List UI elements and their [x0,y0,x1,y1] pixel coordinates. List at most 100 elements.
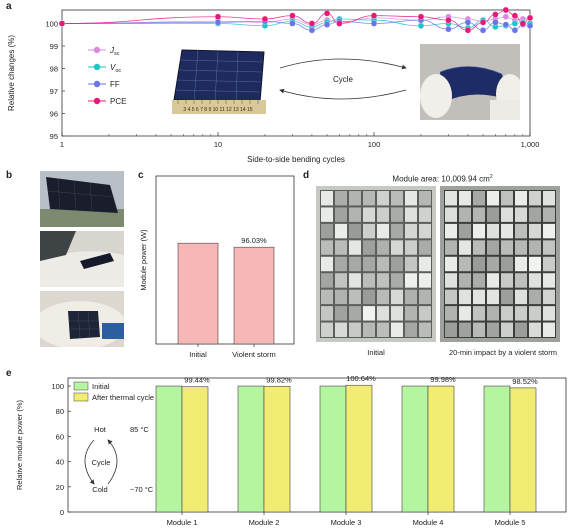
e-bar-initial [319,385,347,513]
solar-cell-photo: 3 4 5 6 7 8 9 10 11 12 13 14 15 [168,46,268,118]
panel-letter-c: c [138,170,144,181]
a-point-pce [308,20,316,27]
el-cell [363,191,375,206]
e-ytick-label: 40 [56,458,64,467]
el-cell [405,207,417,222]
e-bar-initial [237,385,265,513]
el-cell [473,256,485,272]
e-data-label: 99.82% [266,375,292,384]
a-ytick-label: 97 [50,87,58,96]
el-cell [363,223,375,239]
el-cell [445,207,457,222]
el-cell [349,240,361,255]
a-point-pce [479,19,487,26]
el-cell [543,256,555,272]
el-cell [473,191,485,206]
el-cell [515,240,527,255]
el-cell [405,223,417,239]
el-cell [473,207,485,222]
el-image-after-storm [440,186,560,342]
el-cell [405,191,417,206]
el-cell [405,306,417,321]
a-legend-label-ff: FF [110,80,120,89]
el-cell [515,322,527,337]
el-cell [335,322,347,337]
el-cell [419,289,431,305]
el-cell [543,289,555,305]
el-cell [515,223,527,239]
a-point-ff [214,19,222,26]
el-cell [349,223,361,239]
el-cell [445,256,457,272]
el-cell [473,289,485,305]
a-ytick-label: 98 [50,65,58,74]
el-cell [459,207,471,222]
el-cell [405,322,417,337]
a-point-pce [511,12,519,19]
el-cell [349,306,361,321]
el-cell [377,322,389,337]
el-cell [445,191,457,206]
el-cell [501,223,513,239]
e-xtick-label: Module 5 [495,518,526,527]
el-cell [501,207,513,222]
el-cell [445,223,457,239]
el-cell [335,273,347,288]
el-cell [377,306,389,321]
el-cell [321,207,333,222]
el-cell [391,289,403,305]
el-image-initial [316,186,436,342]
cycle-arrows: Cycle [279,58,407,100]
ruler-marking: 3 4 5 6 7 8 9 10 11 12 13 14 15 [183,107,252,113]
e-bar-after [345,384,373,513]
e-bar-after [263,385,291,513]
el-cell [321,273,333,288]
el-cell [543,191,555,206]
panel-letter-e: e [6,368,12,379]
el-cell [419,207,431,222]
thermal-cycle-diagram: Hot 85 °C Cycle Cold −70 °C [84,425,154,494]
el-cell [377,289,389,305]
e-bar-after [427,385,455,513]
el-cell [391,223,403,239]
el-cell [391,306,403,321]
a-point-pce [58,20,66,27]
a-ytick-label: 100 [45,20,58,29]
a-point-ff [308,27,316,34]
el-cell [459,289,471,305]
e-ytick-label: 80 [56,407,64,416]
el-cell [363,240,375,255]
e-bar-initial [401,385,429,513]
a-point-ff [502,21,509,28]
el-cell [501,256,513,272]
panel-letter-a: a [6,1,12,12]
e-bar-after [509,387,537,513]
el-cell [335,207,347,222]
a-point-ff [492,19,499,26]
el-cell [377,207,389,222]
c-bar-0 [177,242,219,345]
el-cell [363,322,375,337]
el-cell [349,273,361,288]
el-cell [321,289,333,305]
el-cell [487,240,499,255]
el-cell [487,322,499,337]
a-legend-label-v: Voc [110,63,121,74]
el-cell [335,223,347,239]
a-legend-marker-ff [93,80,101,88]
el-cell [543,223,555,239]
cycle-hot-temp: 85 °C [130,425,149,434]
el-cell [501,240,513,255]
el-cell [543,322,555,337]
el-cell [321,223,333,239]
a-ytick-label: 95 [50,132,58,141]
e-ytick-label: 20 [56,483,64,492]
a-point-ff [323,21,331,28]
panel-d-title: Module area: 10,009.94 cm2 [320,174,565,184]
a-ytick-label: 99 [50,42,58,51]
a-point-pce [370,12,378,19]
a-xlabel: Side-to-side bending cycles [247,155,345,164]
el-cell [529,223,541,239]
el-cell [543,240,555,255]
el-cell [377,256,389,272]
